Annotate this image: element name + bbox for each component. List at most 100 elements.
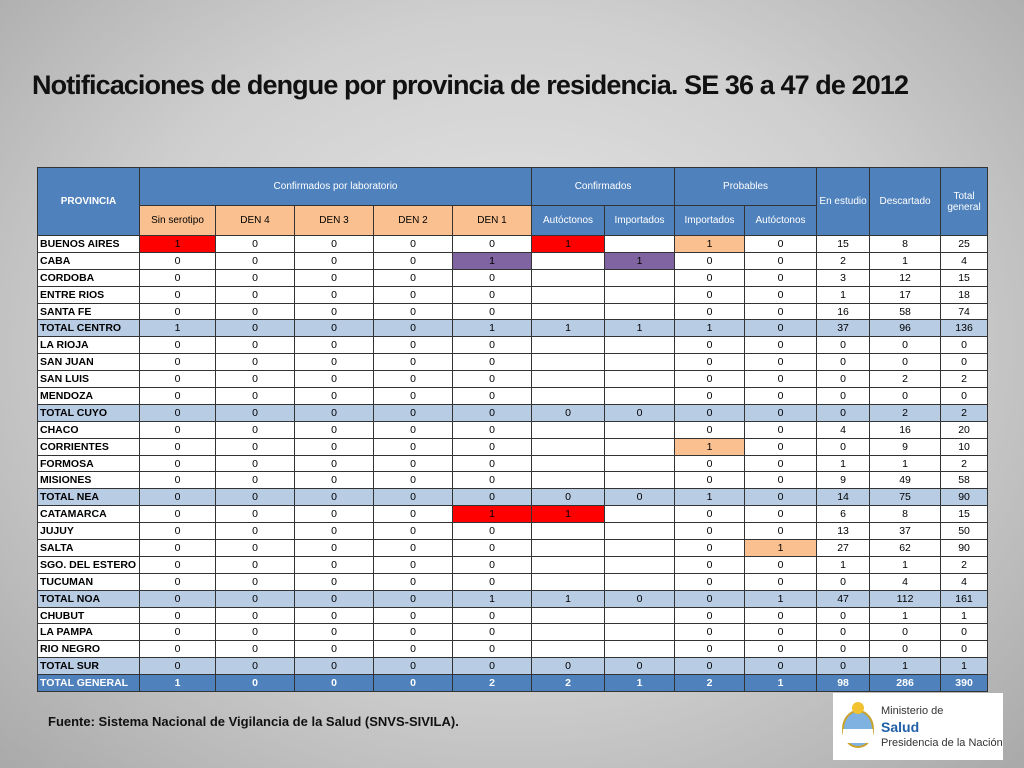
table-cell: 0 <box>139 251 216 270</box>
table-cell: 1 <box>451 251 533 270</box>
table-cell: 0 <box>451 268 533 287</box>
table-row: SALTA 0 0 0 0 0 0 1 27 62 90 <box>37 539 989 557</box>
table-cell: 0 <box>294 522 374 541</box>
table-cell: 0 <box>674 623 746 642</box>
table-cell: 0 <box>451 640 533 659</box>
table-cell: 0 <box>674 640 746 659</box>
table-cell: 112 <box>869 589 942 608</box>
table-cell: 0 <box>604 657 676 676</box>
table-cell: 0 <box>294 235 374 253</box>
table-cell: 0 <box>744 640 818 659</box>
table-cell: 2 <box>816 251 871 270</box>
table-cell: 1 <box>139 235 216 253</box>
table-cell: 1 <box>940 657 989 676</box>
title: Notificaciones de dengue por provincia d… <box>32 70 909 100</box>
table-cell: 0 <box>294 319 374 338</box>
table-cell: 0 <box>451 471 533 490</box>
row-label: TOTAL CUYO <box>37 403 140 422</box>
table-row: BUENOS AIRES 1 0 0 0 0 1 1 0 15 8 25 <box>37 235 989 253</box>
table-cell: 0 <box>373 235 453 253</box>
table-cell <box>604 420 676 439</box>
table-cell: 0 <box>139 505 216 524</box>
table-cell: 0 <box>674 505 746 524</box>
table-cell <box>604 640 676 659</box>
table-cell: 0 <box>294 268 374 287</box>
table-cell <box>531 606 606 625</box>
table-cell: 0 <box>531 488 606 507</box>
table-cell: 0 <box>744 505 818 524</box>
table-cell: 0 <box>139 387 216 405</box>
table-cell: 0 <box>451 285 533 304</box>
table-cell: 0 <box>139 623 216 642</box>
table-cell: 0 <box>816 437 871 456</box>
table-row: MISIONES 0 0 0 0 0 0 0 9 49 58 <box>37 471 989 490</box>
table-row: RIO NEGRO 0 0 0 0 0 0 0 0 0 0 <box>37 640 989 659</box>
table-cell: 18 <box>940 285 989 304</box>
table-cell: 1 <box>139 674 216 693</box>
table-cell: 1 <box>531 589 606 608</box>
table-cell: 0 <box>215 471 295 490</box>
table-cell: 0 <box>373 674 453 693</box>
table-cell: 0 <box>215 235 295 253</box>
table-cell: 0 <box>373 555 453 574</box>
table-cell: 0 <box>294 606 374 625</box>
source-note: Fuente: Sistema Nacional de Vigilancia d… <box>48 714 459 729</box>
table-cell: 0 <box>940 336 989 355</box>
table-cell: 0 <box>744 488 818 507</box>
table-cell: 4 <box>869 572 942 591</box>
table-cell: 136 <box>940 319 989 338</box>
table-cell <box>604 302 676 321</box>
table-cell: 0 <box>744 437 818 456</box>
table-cell: 0 <box>373 572 453 591</box>
table-cell: 0 <box>674 539 746 557</box>
table-cell: 0 <box>294 353 374 372</box>
table-cell: 0 <box>940 640 989 659</box>
table-cell: 0 <box>139 454 216 473</box>
table-cell <box>604 336 676 355</box>
table-row: CORDOBA 0 0 0 0 0 0 0 3 12 15 <box>37 268 989 287</box>
table-cell: 0 <box>373 589 453 608</box>
table-cell: 0 <box>294 285 374 304</box>
group-header: Confirmados por laboratorio <box>138 167 533 206</box>
table-cell: 0 <box>373 488 453 507</box>
table-cell: 0 <box>940 623 989 642</box>
header-row: Sin serotipo DEN 4 DEN 3 DEN 2 DEN 1 Autócton… <box>38 205 988 236</box>
table-cell: 0 <box>373 522 453 541</box>
header-cell: En estudio <box>816 167 871 236</box>
table-cell <box>604 539 676 557</box>
table-cell: 0 <box>674 471 746 490</box>
table-cell: 0 <box>531 403 606 422</box>
table-cell: 1 <box>816 454 871 473</box>
table-cell: 1 <box>869 555 942 574</box>
table-cell <box>531 437 606 456</box>
table-cell: 0 <box>451 302 533 321</box>
table-cell: 0 <box>674 606 746 625</box>
table-cell: 0 <box>294 454 374 473</box>
table-cell: 0 <box>451 437 533 456</box>
table-cell: 0 <box>744 471 818 490</box>
table-cell: 1 <box>674 437 746 456</box>
table-cell <box>604 370 676 389</box>
table-cell: 0 <box>373 437 453 456</box>
table-cell: 27 <box>816 539 871 557</box>
subheader-cell: DEN 1 <box>451 205 533 236</box>
table-cell: 0 <box>294 420 374 439</box>
row-label: TOTAL NEA <box>37 488 140 507</box>
table-cell: 0 <box>139 555 216 574</box>
table-cell: 1 <box>531 319 606 338</box>
table-cell: 0 <box>215 336 295 355</box>
table-cell: 0 <box>373 403 453 422</box>
table-cell: 0 <box>604 488 676 507</box>
table-cell: 0 <box>744 403 818 422</box>
table-cell: 0 <box>451 606 533 625</box>
table-cell: 1 <box>869 657 942 676</box>
header-cell: Total general <box>940 167 989 236</box>
table-cell: 0 <box>373 657 453 676</box>
table-cell: 1 <box>940 606 989 625</box>
row-label: LA PAMPA <box>37 623 140 642</box>
table-cell: 0 <box>744 251 818 270</box>
row-label: RIO NEGRO <box>37 640 140 659</box>
table-cell: 0 <box>215 640 295 659</box>
table-cell: 1 <box>604 674 676 693</box>
table-cell: 1 <box>744 674 818 693</box>
